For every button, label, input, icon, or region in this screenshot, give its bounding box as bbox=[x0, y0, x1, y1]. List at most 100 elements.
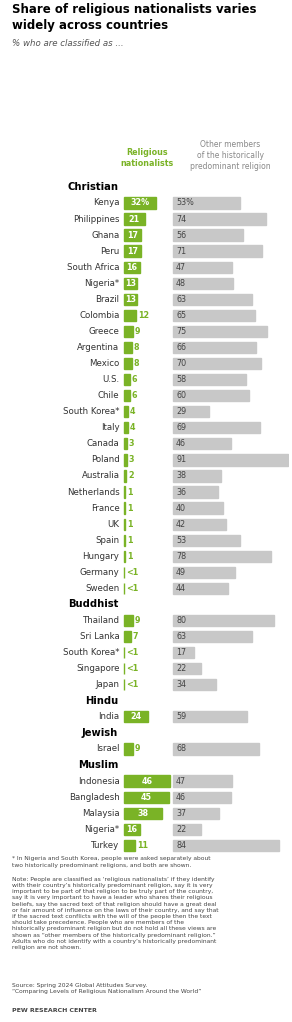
Bar bbox=[124, 518, 125, 529]
Text: 3: 3 bbox=[129, 456, 134, 464]
Bar bbox=[173, 374, 246, 385]
Text: 48: 48 bbox=[176, 279, 186, 288]
Bar bbox=[173, 743, 259, 754]
Text: 47: 47 bbox=[176, 263, 186, 272]
Text: Malaysia: Malaysia bbox=[82, 808, 119, 818]
Text: <1: <1 bbox=[126, 568, 139, 576]
Text: 75: 75 bbox=[176, 327, 186, 336]
Bar bbox=[124, 551, 125, 562]
Text: France: France bbox=[91, 504, 119, 513]
Bar bbox=[173, 824, 201, 835]
Text: 80: 80 bbox=[176, 616, 186, 625]
Text: 1: 1 bbox=[127, 552, 133, 561]
Text: 1: 1 bbox=[127, 487, 133, 497]
Text: South Korea*: South Korea* bbox=[63, 648, 119, 657]
Text: 9: 9 bbox=[135, 744, 140, 753]
Text: Turkey: Turkey bbox=[91, 841, 119, 850]
Text: <1: <1 bbox=[126, 664, 139, 673]
Text: Source: Spring 2024 Global Attitudes Survey.
“Comparing Levels of Religious Nati: Source: Spring 2024 Global Attitudes Sur… bbox=[12, 983, 201, 994]
Text: PEW RESEARCH CENTER: PEW RESEARCH CENTER bbox=[12, 1008, 97, 1013]
Bar bbox=[173, 840, 279, 851]
Bar bbox=[124, 245, 141, 257]
Bar bbox=[173, 679, 216, 691]
Text: 17: 17 bbox=[176, 648, 186, 657]
Bar bbox=[124, 438, 127, 450]
Text: India: India bbox=[98, 712, 119, 722]
Bar bbox=[173, 197, 240, 208]
Bar bbox=[124, 454, 127, 466]
Text: 40: 40 bbox=[176, 504, 186, 513]
Text: Netherlands: Netherlands bbox=[67, 487, 119, 497]
Text: 66: 66 bbox=[176, 343, 186, 352]
Text: 12: 12 bbox=[138, 311, 149, 320]
Text: 38: 38 bbox=[137, 808, 148, 818]
Bar bbox=[173, 807, 220, 819]
Text: Hindu: Hindu bbox=[85, 696, 118, 706]
Bar bbox=[173, 535, 240, 546]
Text: 69: 69 bbox=[176, 423, 186, 432]
Text: 70: 70 bbox=[176, 359, 186, 368]
Bar bbox=[173, 631, 252, 642]
Text: 45: 45 bbox=[141, 793, 152, 801]
Text: <1: <1 bbox=[126, 681, 139, 689]
Text: 24: 24 bbox=[130, 712, 141, 722]
Text: 42: 42 bbox=[176, 519, 186, 528]
Text: 74: 74 bbox=[176, 215, 186, 224]
Bar bbox=[124, 470, 126, 481]
Bar bbox=[124, 615, 133, 626]
Text: <1: <1 bbox=[126, 648, 139, 657]
Bar bbox=[124, 197, 156, 208]
Text: U.S.: U.S. bbox=[102, 375, 119, 384]
Bar bbox=[173, 791, 231, 803]
Bar bbox=[173, 711, 247, 723]
Bar bbox=[173, 245, 263, 257]
Text: 7: 7 bbox=[133, 632, 138, 641]
Bar bbox=[124, 503, 125, 514]
Bar bbox=[124, 293, 137, 305]
Text: Mexico: Mexico bbox=[89, 359, 119, 368]
Text: Other members
of the historically
predominant religion: Other members of the historically predom… bbox=[190, 140, 270, 171]
Text: 6: 6 bbox=[132, 391, 138, 401]
Text: Chile: Chile bbox=[98, 391, 119, 401]
Text: Christian: Christian bbox=[67, 182, 118, 192]
Bar bbox=[124, 840, 135, 851]
Text: 53: 53 bbox=[176, 536, 186, 545]
Text: Muslim: Muslim bbox=[78, 760, 118, 770]
Bar bbox=[124, 278, 137, 289]
Text: 22: 22 bbox=[176, 664, 186, 673]
Text: 46: 46 bbox=[176, 439, 186, 449]
Bar bbox=[124, 535, 125, 546]
Bar bbox=[173, 230, 244, 240]
Bar bbox=[173, 615, 274, 626]
Text: 2: 2 bbox=[128, 471, 133, 480]
Text: * In Nigeria and South Korea, people were asked separately about
two historicall: * In Nigeria and South Korea, people wer… bbox=[12, 856, 210, 868]
Bar bbox=[124, 390, 130, 402]
Text: South Africa: South Africa bbox=[67, 263, 119, 272]
Bar bbox=[124, 214, 145, 225]
Text: 91: 91 bbox=[176, 456, 186, 464]
Text: 3: 3 bbox=[129, 439, 134, 449]
Text: Spain: Spain bbox=[95, 536, 119, 545]
Text: 29: 29 bbox=[176, 407, 186, 416]
Text: Brazil: Brazil bbox=[95, 294, 119, 304]
Bar bbox=[173, 422, 260, 433]
Text: Buddhist: Buddhist bbox=[68, 600, 118, 609]
Text: 63: 63 bbox=[176, 632, 186, 641]
Text: 1: 1 bbox=[127, 536, 133, 545]
Text: Bangladesh: Bangladesh bbox=[69, 793, 119, 801]
Text: Jewish: Jewish bbox=[82, 728, 118, 738]
Text: Note: People are classified as ‘religious nationalists’ if they identify
with th: Note: People are classified as ‘religiou… bbox=[12, 877, 218, 950]
Text: Greece: Greece bbox=[88, 327, 119, 336]
Text: 49: 49 bbox=[176, 568, 186, 576]
Bar bbox=[173, 293, 252, 305]
Text: 9: 9 bbox=[135, 616, 140, 625]
Text: Nigeria*: Nigeria* bbox=[84, 825, 119, 834]
Text: Argentina: Argentina bbox=[77, 343, 119, 352]
Text: Sweden: Sweden bbox=[85, 584, 119, 593]
Text: 58: 58 bbox=[176, 375, 186, 384]
Text: 21: 21 bbox=[129, 215, 140, 224]
Text: 8: 8 bbox=[134, 359, 140, 368]
Bar bbox=[173, 341, 256, 353]
Text: Germany: Germany bbox=[80, 568, 119, 576]
Bar bbox=[124, 776, 170, 787]
